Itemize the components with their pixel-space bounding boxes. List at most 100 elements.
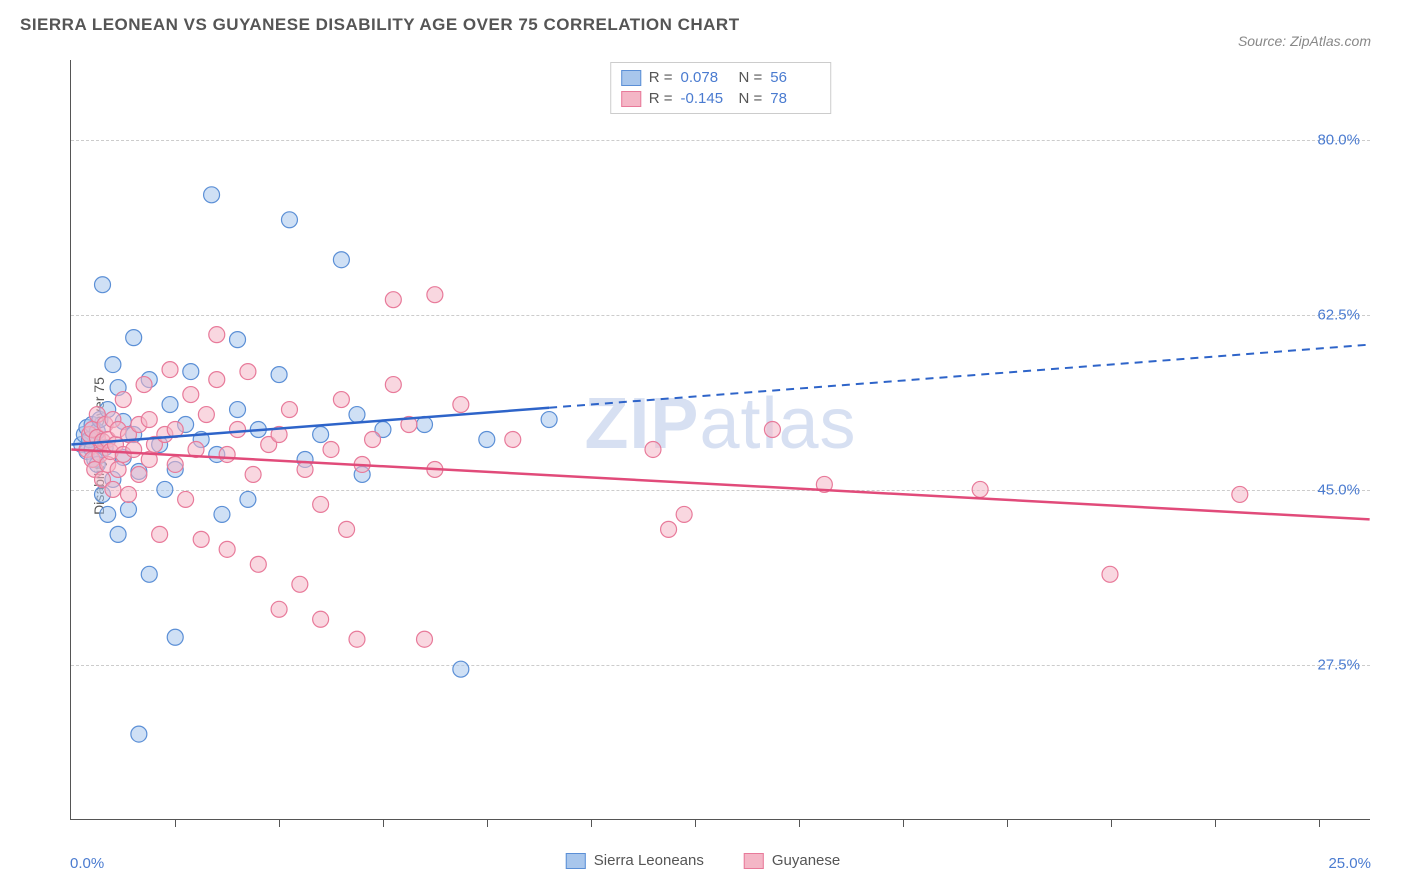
legend-item-series-1: Sierra Leoneans [566, 852, 704, 869]
regression-line [71, 449, 1369, 519]
scatter-point [240, 491, 256, 507]
plot-area: R = 0.078 N = 56 R = -0.145 N = 78 ZIPat… [70, 60, 1370, 820]
x-axis-max-label: 25.0% [1328, 855, 1371, 872]
scatter-point [230, 422, 246, 438]
scatter-point [1232, 486, 1248, 502]
scatter-point [193, 531, 209, 547]
regression-line-extrapolated [549, 345, 1370, 408]
scatter-point [167, 456, 183, 472]
scatter-point [250, 556, 266, 572]
scatter-point [183, 387, 199, 403]
scatter-point [972, 481, 988, 497]
scatter-point [183, 364, 199, 380]
chart-container: SIERRA LEONEAN VS GUYANESE DISABILITY AG… [20, 15, 1386, 877]
legend-swatch-bottom-2 [744, 853, 764, 869]
scatter-point [313, 611, 329, 627]
scatter-point [204, 187, 220, 203]
x-tick [1007, 819, 1008, 827]
scatter-point [219, 446, 235, 462]
legend-swatch-series-2 [621, 91, 641, 107]
legend-swatch-series-1 [621, 70, 641, 86]
scatter-point [339, 521, 355, 537]
series-legend: Sierra Leoneans Guyanese [566, 852, 840, 869]
scatter-point [240, 364, 256, 380]
scatter-point [297, 461, 313, 477]
scatter-point [281, 402, 297, 418]
scatter-point [349, 631, 365, 647]
scatter-point [131, 466, 147, 482]
x-tick [799, 819, 800, 827]
legend-row-series-2: R = -0.145 N = 78 [621, 88, 821, 109]
scatter-point [120, 486, 136, 502]
scatter-point [178, 491, 194, 507]
x-axis-min-label: 0.0% [70, 855, 104, 872]
x-tick [1111, 819, 1112, 827]
correlation-legend: R = 0.078 N = 56 R = -0.145 N = 78 [610, 62, 832, 114]
scatter-point [162, 397, 178, 413]
scatter-point [453, 397, 469, 413]
scatter-point [105, 481, 121, 497]
scatter-point [333, 392, 349, 408]
scatter-point [162, 362, 178, 378]
scatter-point [120, 501, 136, 517]
scatter-point [219, 541, 235, 557]
scatter-point [313, 496, 329, 512]
scatter-point [141, 566, 157, 582]
legend-r-value-1: 0.078 [681, 69, 731, 86]
legend-r-value-2: -0.145 [681, 90, 731, 107]
x-tick [487, 819, 488, 827]
scatter-point [313, 427, 329, 443]
legend-r-label: R = [649, 90, 673, 107]
scatter-point [281, 212, 297, 228]
scatter-point [271, 601, 287, 617]
legend-label-series-2: Guyanese [772, 852, 840, 869]
scatter-point [333, 252, 349, 268]
legend-n-label: N = [739, 69, 763, 86]
scatter-point [167, 629, 183, 645]
scatter-point [479, 432, 495, 448]
scatter-point [141, 412, 157, 428]
x-tick [279, 819, 280, 827]
scatter-point [764, 422, 780, 438]
scatter-point [230, 332, 246, 348]
scatter-point [209, 372, 225, 388]
scatter-point [385, 377, 401, 393]
scatter-point [105, 357, 121, 373]
scatter-point [110, 526, 126, 542]
scatter-point [209, 327, 225, 343]
legend-r-label: R = [649, 69, 673, 86]
scatter-point [110, 461, 126, 477]
chart-title: SIERRA LEONEAN VS GUYANESE DISABILITY AG… [20, 15, 1386, 35]
scatter-point [152, 526, 168, 542]
x-tick [1319, 819, 1320, 827]
legend-n-value-1: 56 [770, 69, 820, 86]
scatter-point [95, 277, 111, 293]
x-tick [383, 819, 384, 827]
scatter-point [230, 402, 246, 418]
scatter-point [126, 330, 142, 346]
scatter-point [115, 392, 131, 408]
legend-n-value-2: 78 [770, 90, 820, 107]
scatter-point [385, 292, 401, 308]
legend-item-series-2: Guyanese [744, 852, 840, 869]
scatter-point [292, 576, 308, 592]
scatter-point [645, 441, 661, 457]
legend-swatch-bottom-1 [566, 853, 586, 869]
scatter-point [453, 661, 469, 677]
x-tick [175, 819, 176, 827]
scatter-point [417, 631, 433, 647]
scatter-point [271, 367, 287, 383]
scatter-point [198, 407, 214, 423]
x-tick [591, 819, 592, 827]
x-tick [903, 819, 904, 827]
scatter-point [245, 466, 261, 482]
scatter-point [323, 441, 339, 457]
scatter-point [157, 481, 173, 497]
scatter-point [126, 441, 142, 457]
scatter-point [1102, 566, 1118, 582]
source-attribution: Source: ZipAtlas.com [1238, 33, 1371, 49]
legend-label-series-1: Sierra Leoneans [594, 852, 704, 869]
x-tick [1215, 819, 1216, 827]
scatter-point [541, 412, 557, 428]
scatter-plot-svg [71, 60, 1370, 819]
